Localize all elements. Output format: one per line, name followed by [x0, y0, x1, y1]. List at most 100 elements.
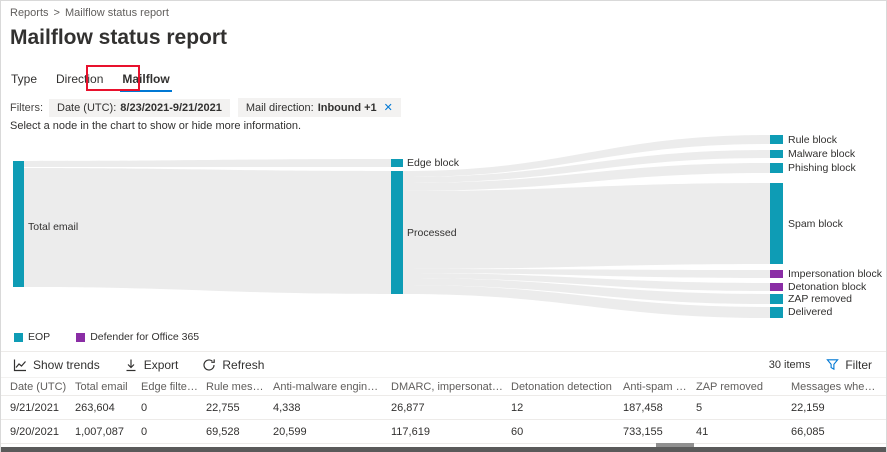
download-icon — [124, 358, 138, 372]
sankey-flow-processed-to-delivered — [403, 285, 770, 318]
cell-anti-spam: 733,155 — [623, 425, 663, 438]
filter-date-label: Date (UTC): — [57, 101, 117, 114]
tab-bar: Type Direction Mailflow — [11, 72, 172, 92]
breadcrumb: Reports > Mailflow status report — [10, 7, 169, 19]
export-button[interactable]: Export — [124, 357, 179, 372]
sankey-node-phishing-block[interactable] — [770, 163, 783, 173]
selected-tab-underline — [120, 90, 172, 92]
sankey-node-delivered[interactable] — [770, 307, 783, 318]
tab-mailflow[interactable]: Mailflow — [120, 72, 172, 92]
legend-item-defender: Defender for Office 365 — [76, 331, 199, 343]
cell-rule-messages: 22,755 — [206, 401, 240, 414]
sankey-label-total-email: Total email — [28, 221, 78, 233]
filter-funnel-icon — [826, 358, 840, 371]
filter-pill-date[interactable]: Date (UTC): 8/23/2021-9/21/2021 — [49, 98, 230, 117]
cell-detonation: 60 — [511, 425, 524, 438]
sankey-node-impersonation-block[interactable] — [770, 270, 783, 278]
column-header-zap-removed[interactable]: ZAP removed — [696, 380, 764, 393]
filters-bar: Filters: Date (UTC): 8/23/2021-9/21/2021… — [10, 98, 409, 117]
cell-anti-malware: 20,599 — [273, 425, 307, 438]
sankey-node-detonation-block[interactable] — [770, 283, 783, 291]
breadcrumb-reports[interactable]: Reports — [10, 7, 49, 19]
cell-detonation: 12 — [511, 401, 524, 414]
column-header-anti-malware[interactable]: Anti-malware engine, Safe Attachme... — [273, 380, 391, 393]
filter-label: Filter — [845, 357, 872, 372]
table-row[interactable]: 9/21/2021 263,604 0 22,755 4,338 26,877 … — [1, 396, 886, 420]
filter-date-value: 8/23/2021-9/21/2021 — [120, 101, 222, 114]
sankey-flow-processed-to-zap — [403, 278, 770, 304]
sankey-node-edge-block[interactable] — [391, 159, 403, 167]
tab-direction[interactable]: Direction — [56, 72, 104, 86]
page-title: Mailflow status report — [10, 26, 228, 49]
cell-date: 9/20/2021 — [10, 425, 59, 438]
column-header-total-email[interactable]: Total email — [75, 380, 128, 393]
refresh-button[interactable]: Refresh — [202, 358, 264, 372]
cell-total-email: 263,604 — [75, 401, 115, 414]
mailflow-table: Date (UTC) Total email Edge filtered Rul… — [1, 377, 886, 444]
cell-edge-filtered: 0 — [141, 401, 148, 414]
sankey-flow-total-to-processed — [24, 168, 391, 294]
show-trends-label: Show trends — [33, 357, 100, 372]
cell-no-threats: 66,085 — [791, 425, 825, 438]
cell-date: 9/21/2021 — [10, 401, 59, 414]
column-header-anti-spam[interactable]: Anti-spam filtered — [623, 380, 696, 393]
tab-mailflow-label: Mailflow — [122, 72, 170, 86]
refresh-icon — [202, 358, 216, 372]
sankey-flow-total-to-edge — [24, 159, 391, 167]
eop-swatch-icon — [14, 332, 23, 342]
command-bar: Show trends Export Refresh — [1, 351, 886, 377]
filter-pill-mail-direction[interactable]: Mail direction: Inbound +1 ✕ — [237, 98, 401, 117]
sankey-node-malware-block[interactable] — [770, 150, 783, 158]
column-header-detonation[interactable]: Detonation detection — [511, 380, 612, 393]
cell-anti-spam: 187,458 — [623, 401, 663, 414]
filter-direction-label: Mail direction: — [245, 101, 314, 114]
sankey-flow-processed-to-malware — [403, 150, 770, 183]
table-row[interactable]: 9/20/2021 1,007,087 0 69,528 20,599 117,… — [1, 420, 886, 444]
sankey-flow-processed-to-phishing — [403, 163, 770, 191]
sankey-label-spam-block: Spam block — [788, 218, 844, 230]
trend-chart-icon — [13, 358, 27, 372]
horizontal-scrollbar-track[interactable] — [1, 447, 886, 452]
show-trends-button[interactable]: Show trends — [13, 358, 100, 372]
sankey-label-detonation-block: Detonation block — [788, 281, 867, 293]
column-header-date[interactable]: Date (UTC) — [10, 380, 67, 393]
sankey-flow-processed-to-spam — [403, 183, 770, 269]
filters-label: Filters: — [10, 101, 43, 114]
cell-dmarc: 117,619 — [391, 425, 430, 438]
remove-filter-icon[interactable]: ✕ — [383, 102, 393, 114]
items-count: 30 items — [768, 358, 811, 371]
sankey-node-zap-removed[interactable] — [770, 294, 783, 304]
sankey-node-total-email[interactable] — [13, 161, 24, 287]
sankey-label-delivered: Delivered — [788, 306, 833, 318]
cell-no-threats: 22,159 — [791, 401, 825, 414]
column-header-edge-filtered[interactable]: Edge filtered — [141, 380, 203, 393]
defender-swatch-icon — [76, 332, 86, 342]
column-header-dmarc[interactable]: DMARC, impersonation, spoof, phish... — [391, 380, 511, 393]
horizontal-scrollbar-thumb[interactable] — [656, 443, 694, 448]
cell-rule-messages: 69,528 — [206, 425, 240, 438]
sankey-node-spam-block[interactable] — [770, 183, 783, 264]
cell-dmarc: 26,877 — [391, 401, 425, 414]
legend-eop-label: EOP — [28, 331, 51, 343]
sankey-flow-processed-to-detonation — [403, 273, 770, 291]
tab-type[interactable]: Type — [11, 72, 38, 86]
sankey-node-rule-block[interactable] — [770, 135, 783, 144]
breadcrumb-current: Mailflow status report — [64, 7, 169, 19]
column-header-no-threats[interactable]: Messages where no threats ... — [791, 380, 886, 393]
sankey-label-phishing-block: Phishing block — [788, 162, 856, 174]
cell-zap-removed: 41 — [696, 425, 709, 438]
sankey-label-rule-block: Rule block — [788, 134, 838, 146]
sankey-node-processed[interactable] — [391, 171, 403, 294]
sankey-flow-processed-to-impersonation — [403, 269, 770, 278]
export-label: Export — [143, 357, 179, 372]
sankey-label-processed: Processed — [407, 227, 457, 239]
cell-total-email: 1,007,087 — [75, 425, 124, 438]
column-header-rule-messages[interactable]: Rule messages — [206, 380, 273, 393]
filter-button[interactable]: Filter — [826, 358, 872, 372]
breadcrumb-separator: > — [53, 7, 60, 19]
chart-legend: EOP Defender for Office 365 — [14, 331, 199, 343]
sankey-label-zap-removed: ZAP removed — [788, 293, 852, 305]
chart-hint-text: Select a node in the chart to show or hi… — [10, 120, 302, 132]
